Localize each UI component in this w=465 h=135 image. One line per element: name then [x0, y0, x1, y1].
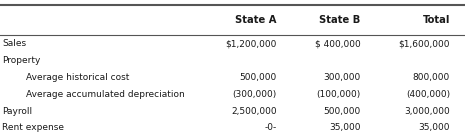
- Text: (100,000): (100,000): [316, 90, 360, 99]
- Text: State A: State A: [235, 15, 277, 25]
- Text: 500,000: 500,000: [323, 107, 360, 116]
- Text: 35,000: 35,000: [329, 123, 360, 132]
- Text: Total: Total: [423, 15, 450, 25]
- Text: Rent expense: Rent expense: [2, 123, 64, 132]
- Text: 500,000: 500,000: [239, 73, 277, 82]
- Text: Sales: Sales: [2, 39, 27, 48]
- Text: (400,000): (400,000): [406, 90, 450, 99]
- Text: (300,000): (300,000): [232, 90, 277, 99]
- Text: 2,500,000: 2,500,000: [231, 107, 277, 116]
- Text: 3,000,000: 3,000,000: [405, 107, 450, 116]
- Text: $1,600,000: $1,600,000: [399, 39, 450, 48]
- Text: $1,200,000: $1,200,000: [226, 39, 277, 48]
- Text: $ 400,000: $ 400,000: [315, 39, 360, 48]
- Text: Property: Property: [2, 56, 41, 65]
- Text: -0-: -0-: [265, 123, 277, 132]
- Text: Average historical cost: Average historical cost: [26, 73, 129, 82]
- Text: 35,000: 35,000: [418, 123, 450, 132]
- Text: State B: State B: [319, 15, 360, 25]
- Text: Average accumulated depreciation: Average accumulated depreciation: [26, 90, 184, 99]
- Text: 300,000: 300,000: [323, 73, 360, 82]
- Text: Payroll: Payroll: [2, 107, 33, 116]
- Text: 800,000: 800,000: [413, 73, 450, 82]
